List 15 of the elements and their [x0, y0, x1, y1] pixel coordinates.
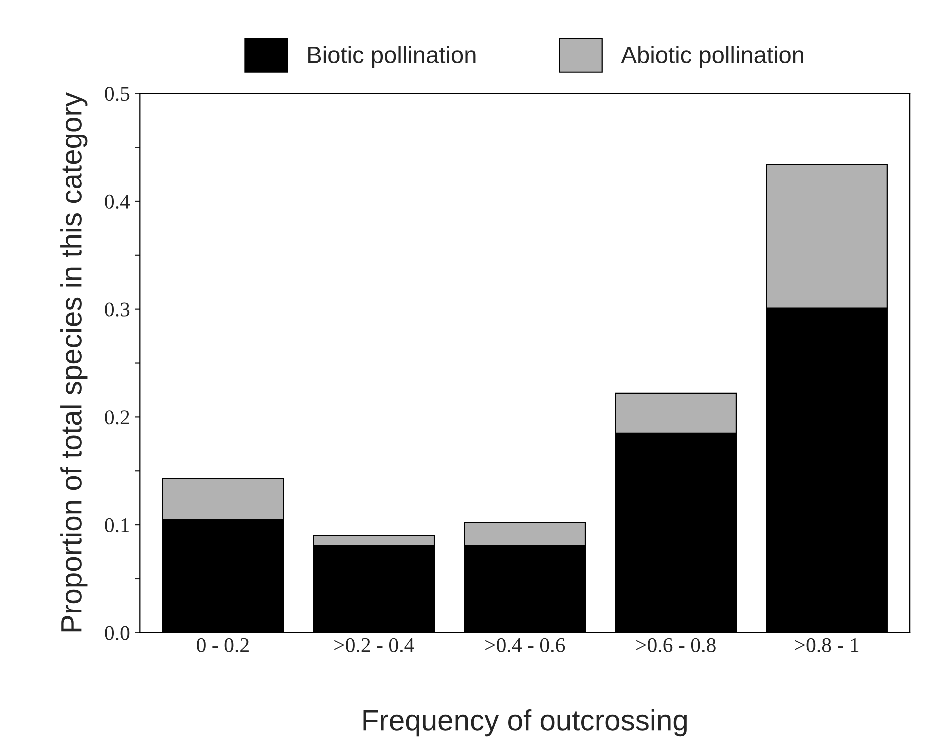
y-tick-label: 0.3 — [105, 302, 130, 317]
y-tick-label: 0.4 — [105, 194, 130, 210]
x-axis-title: Frequency of outcrossing — [364, 709, 687, 737]
y-tick-label: 0.1 — [105, 518, 130, 533]
x-tick-label: >0.6 - 0.8 — [636, 638, 716, 653]
y-axis-title: Proportion of total species in this category — [60, 92, 88, 632]
y-tick-label: 0.5 — [105, 87, 130, 102]
y-tick-label: 0.0 — [105, 626, 130, 640]
x-tick-label: >0.8 - 1 — [795, 638, 859, 653]
legend-label: Biotic pollination — [308, 46, 476, 68]
legend-label: Abiotic pollination — [621, 46, 804, 68]
x-tick-label: >0.4 - 0.6 — [486, 638, 566, 653]
y-tick-label: 0.2 — [105, 410, 130, 425]
x-tick-label: >0.2 - 0.4 — [334, 638, 414, 653]
x-tick-label: 0 - 0.2 — [197, 638, 249, 653]
